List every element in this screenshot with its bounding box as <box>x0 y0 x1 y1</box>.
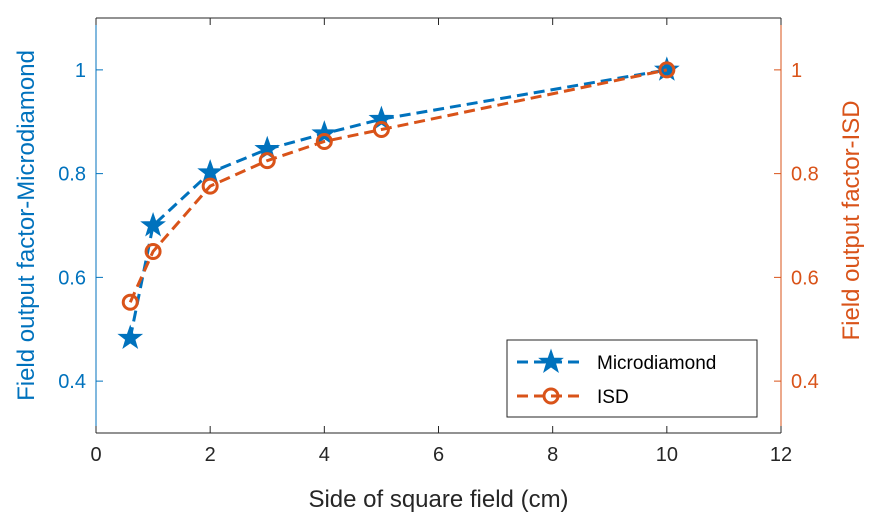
series-1-point <box>144 242 162 260</box>
legend: Microdiamond ISD <box>506 339 758 418</box>
series-0-point <box>140 211 166 237</box>
legend-entry-label: ISD <box>597 387 629 408</box>
legend-marker <box>542 387 560 405</box>
series-1-point <box>258 152 276 170</box>
series-0-point <box>254 135 281 161</box>
x-tick-label: 6 <box>433 444 444 466</box>
series-layer <box>117 56 680 350</box>
series-0-point <box>117 324 144 350</box>
y-right-tick-label: 0.6 <box>791 267 819 289</box>
x-tick-label: 4 <box>319 444 330 466</box>
series-1-point <box>372 121 390 139</box>
x-tick-label: 10 <box>656 444 678 466</box>
series-0-point <box>311 120 338 145</box>
x-axis-title: Side of square field (cm) <box>308 486 568 513</box>
y-left-tick-label: 0.8 <box>58 164 86 186</box>
y-right-tick-label: 1 <box>791 60 802 82</box>
y-axis-left-title: Field output factor-Microdiamond <box>13 50 40 401</box>
series-0-point <box>368 105 395 131</box>
y-left-tick-label: 0.4 <box>58 371 86 393</box>
series-line-0 <box>128 68 668 339</box>
series-1-point <box>121 293 139 311</box>
x-tick-label: 8 <box>547 444 558 466</box>
legend-entry-label: Microdiamond <box>597 353 716 374</box>
x-tick-label: 0 <box>90 444 101 466</box>
series-line-1 <box>128 68 668 303</box>
ticks: 0 2 4 6 8 10 12 0.4 0.6 0.8 1 0.4 0.6 0.8 1 <box>58 18 819 466</box>
y-right-tick-label: 0.8 <box>791 164 819 186</box>
series-0-point <box>197 159 224 184</box>
y-left-tick-label: 0.6 <box>58 267 86 289</box>
x-tick-label: 12 <box>770 444 792 466</box>
series-1-point <box>201 177 219 195</box>
y-axis-right-title: Field output factor-ISD <box>838 100 865 340</box>
legend-marker <box>538 348 564 373</box>
series-1-point <box>658 61 676 79</box>
series-1-point <box>315 132 333 150</box>
series-0-point <box>653 56 680 81</box>
legend-box <box>506 339 758 418</box>
x-tick-label: 2 <box>205 444 216 466</box>
y-right-tick-label: 0.4 <box>791 371 819 393</box>
y-left-tick-label: 1 <box>75 60 86 82</box>
